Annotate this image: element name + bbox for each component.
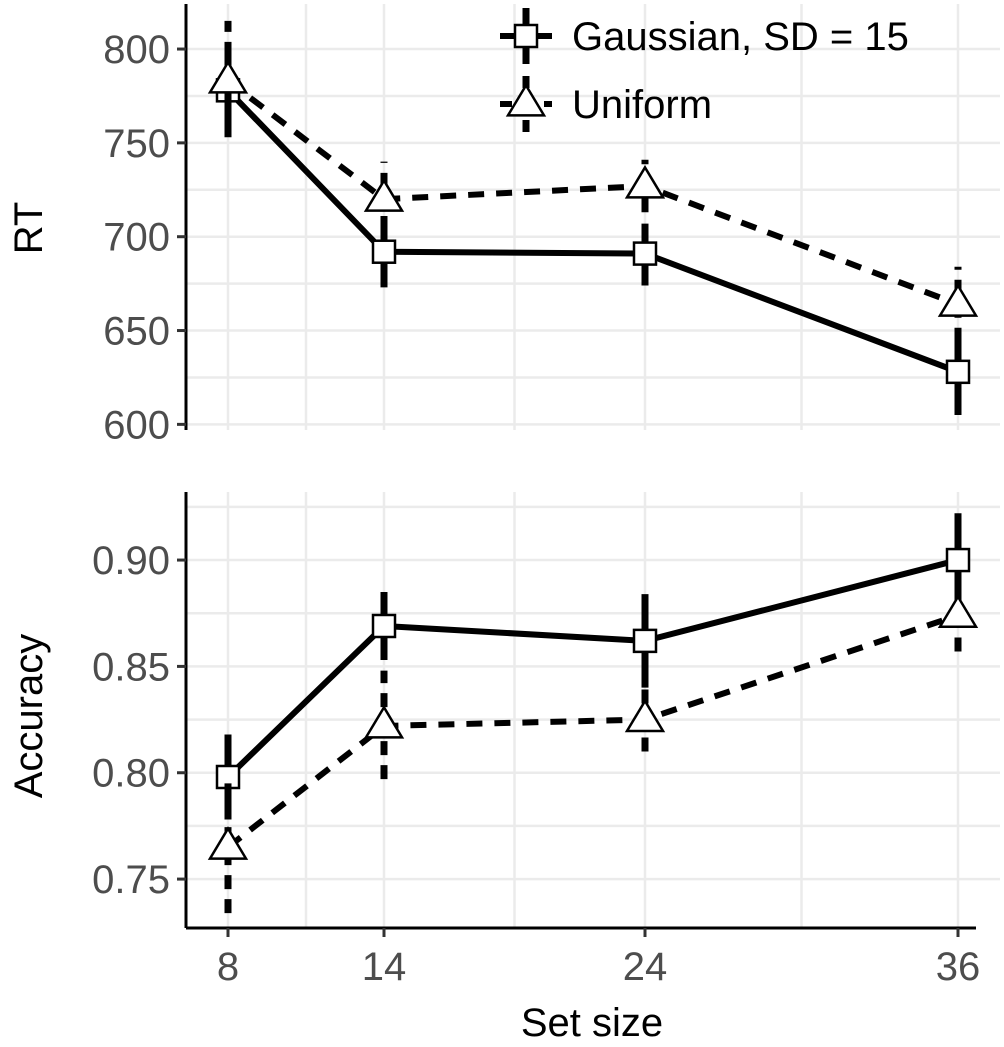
series-gaussian <box>215 513 971 820</box>
data-point-triangle <box>624 698 666 733</box>
data-point-square <box>371 613 397 639</box>
legend-marker-triangle <box>505 82 547 117</box>
legend: Gaussian, SD = 15 Uniform <box>500 8 909 132</box>
rt-y-axis-title: RT <box>7 202 51 255</box>
x-tick-label: 24 <box>623 945 668 989</box>
data-point-triangle <box>207 59 249 94</box>
data-point-triangle <box>363 178 405 212</box>
legend-label: Gaussian, SD = 15 <box>572 15 909 59</box>
x-axis-title: Set size <box>521 1001 663 1045</box>
series-line <box>225 557 959 780</box>
data-point-triangle <box>363 704 405 739</box>
y-tick-label: 800 <box>103 28 170 72</box>
series-uniform <box>207 20 979 342</box>
series-line <box>225 88 960 375</box>
y-tick-label: 750 <box>103 122 170 166</box>
data-point-square <box>632 628 658 654</box>
data-point-triangle <box>937 594 979 629</box>
rt-axes: 600 650 700 750 800 <box>103 4 188 447</box>
y-tick-label: 0.80 <box>92 752 170 796</box>
accuracy-axes: 0.75 0.80 0.85 0.90 8 14 24 36 <box>92 492 980 989</box>
data-point-triangle <box>937 283 979 317</box>
accuracy-grid <box>186 492 1000 928</box>
legend-label: Uniform <box>572 83 712 127</box>
data-point-square <box>945 547 971 573</box>
legend-item-gaussian: Gaussian, SD = 15 <box>500 8 909 64</box>
y-tick-label: 650 <box>103 310 170 354</box>
data-point-triangle <box>624 165 666 199</box>
y-tick-label: 700 <box>103 216 170 260</box>
accuracy-series <box>207 513 979 914</box>
rt-panel: 600 650 700 750 800 RT <box>7 4 1000 447</box>
series-line <box>226 78 960 308</box>
rt-series <box>207 20 979 415</box>
accuracy-panel: 0.75 0.80 0.85 0.90 8 14 24 36 Accuracy <box>7 492 1000 989</box>
data-point-square <box>632 241 658 266</box>
series-line <box>226 612 959 850</box>
legend-item-uniform: Uniform <box>500 76 712 132</box>
data-point-square <box>371 239 397 264</box>
x-tick-label: 8 <box>217 945 239 989</box>
rt-grid <box>186 4 1000 430</box>
legend-marker-square <box>513 23 539 49</box>
x-tick-label: 14 <box>362 945 407 989</box>
accuracy-y-axis-title: Accuracy <box>7 634 51 799</box>
y-tick-label: 0.75 <box>92 858 170 902</box>
y-tick-label: 0.90 <box>92 539 170 583</box>
y-tick-label: 600 <box>103 403 170 447</box>
series-uniform <box>207 579 979 914</box>
x-tick-label: 36 <box>936 945 981 989</box>
data-point-triangle <box>207 826 249 860</box>
y-tick-label: 0.85 <box>92 645 170 689</box>
data-point-square <box>945 359 971 385</box>
